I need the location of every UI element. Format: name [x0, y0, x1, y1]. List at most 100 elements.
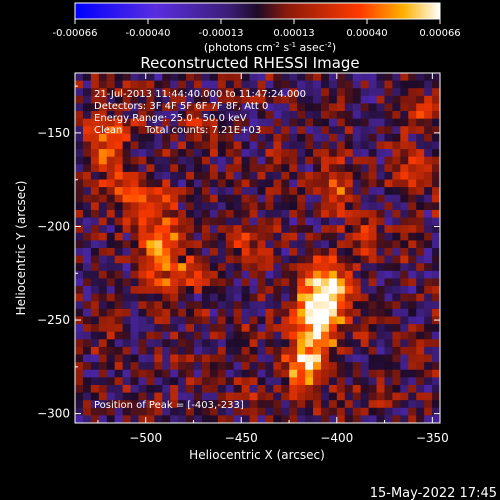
heatmap-cell: [352, 377, 362, 386]
heatmap-cell: [297, 194, 306, 203]
heatmap-cell: [273, 384, 282, 393]
colorbar-tick-label: -0.00040: [126, 28, 171, 39]
heatmap-cell: [424, 400, 433, 409]
heatmap-cell: [201, 400, 211, 409]
heatmap-cell: [344, 209, 354, 218]
heatmap-cell: [186, 126, 195, 135]
heatmap-cell: [82, 164, 92, 173]
heatmap-cell: [344, 278, 354, 287]
heatmap-cell: [416, 392, 425, 401]
heatmap-cell: [249, 118, 258, 127]
heatmap-cell: [146, 103, 155, 112]
heatmap-cell: [98, 255, 108, 264]
heatmap-cell: [344, 88, 354, 97]
heatmap-cell: [201, 270, 211, 279]
heatmap-cell: [233, 179, 243, 188]
heatmap-cell: [130, 308, 139, 317]
heatmap-cell: [146, 80, 155, 89]
heatmap-cell: [186, 362, 195, 371]
heatmap-cell: [225, 384, 235, 393]
heatmap-cell: [241, 278, 250, 287]
heatmap-cell: [408, 346, 417, 355]
heatmap-cell: [122, 126, 131, 135]
heatmap-cell: [170, 400, 179, 409]
heatmap-cell: [320, 377, 330, 386]
y-tick-label: −150: [37, 126, 70, 140]
heatmap-cell: [392, 346, 401, 355]
heatmap-cell: [186, 415, 195, 424]
heatmap-cell: [98, 171, 108, 180]
heatmap-cell: [146, 324, 155, 333]
heatmap-cell: [273, 217, 282, 226]
heatmap-cell: [368, 240, 377, 249]
heatmap-cell: [273, 278, 282, 287]
heatmap-cell: [352, 270, 362, 279]
heatmap-cell: [154, 301, 163, 310]
heatmap-cell: [368, 263, 377, 272]
heatmap-cell: [328, 240, 338, 249]
heatmap-cell: [217, 156, 227, 165]
heatmap-cell: [416, 331, 425, 340]
heatmap-cell: [249, 407, 258, 416]
heatmap-cell: [424, 179, 433, 188]
heatmap-cell: [146, 270, 155, 279]
heatmap-cell: [201, 171, 211, 180]
heatmap-cell: [225, 339, 235, 348]
heatmap-cell: [289, 293, 298, 302]
heatmap-cell: [75, 346, 84, 355]
heatmap-cell: [75, 103, 84, 112]
heatmap-cell: [122, 286, 131, 295]
heatmap-cell: [82, 187, 92, 196]
heatmap-cell: [114, 156, 123, 165]
heatmap-cell: [305, 187, 314, 196]
heatmap-cell: [138, 415, 147, 424]
heatmap-cell: [305, 164, 314, 173]
heatmap-cell: [289, 111, 298, 120]
heatmap-cell: [289, 164, 298, 173]
heatmap-cell: [114, 248, 123, 257]
heatmap-cell: [320, 95, 330, 104]
heatmap-cell: [344, 187, 354, 196]
heatmap-cell: [225, 301, 235, 310]
heatmap-cell: [82, 88, 92, 97]
heatmap-cell: [273, 88, 282, 97]
heatmap-cell: [170, 392, 179, 401]
heatmap-cell: [384, 126, 393, 135]
heatmap-cell: [265, 118, 274, 127]
heatmap-cell: [194, 141, 203, 150]
heatmap-cell: [106, 384, 116, 393]
heatmap-cell: [225, 88, 235, 97]
heatmap-cell: [352, 232, 362, 241]
heatmap-cell: [170, 187, 179, 196]
heatmap-cell: [360, 339, 369, 348]
heatmap-cell: [336, 354, 346, 363]
heatmap-cell: [408, 95, 417, 104]
heatmap-cell: [130, 194, 139, 203]
heatmap-cell: [225, 316, 235, 325]
heatmap-cell: [162, 88, 171, 97]
heatmap-cell: [122, 400, 131, 409]
heatmap-cell: [392, 164, 401, 173]
heatmap-cell: [344, 248, 354, 257]
info-detectors: Detectors: 3F 4F 5F 6F 7F 8F, Att 0: [94, 101, 268, 112]
heatmap-cell: [170, 111, 179, 120]
heatmap-cell: [281, 133, 290, 142]
heatmap-cell: [241, 377, 250, 386]
heatmap-cell: [130, 187, 139, 196]
heatmap-cell: [90, 331, 100, 340]
heatmap-cell: [328, 293, 338, 302]
heatmap-cell: [273, 111, 282, 120]
heatmap-cell: [217, 377, 227, 386]
heatmap-cell: [416, 111, 425, 120]
heatmap-cell: [249, 88, 258, 97]
heatmap-cell: [344, 126, 354, 135]
heatmap-cell: [225, 171, 235, 180]
heatmap-cell: [400, 308, 409, 317]
heatmap-cell: [249, 141, 258, 150]
heatmap-cell: [368, 400, 377, 409]
heatmap-cell: [273, 133, 282, 142]
heatmap-cell: [249, 384, 258, 393]
heatmap-cell: [201, 354, 211, 363]
heatmap-cell: [376, 255, 385, 264]
heatmap-cell: [313, 293, 322, 302]
